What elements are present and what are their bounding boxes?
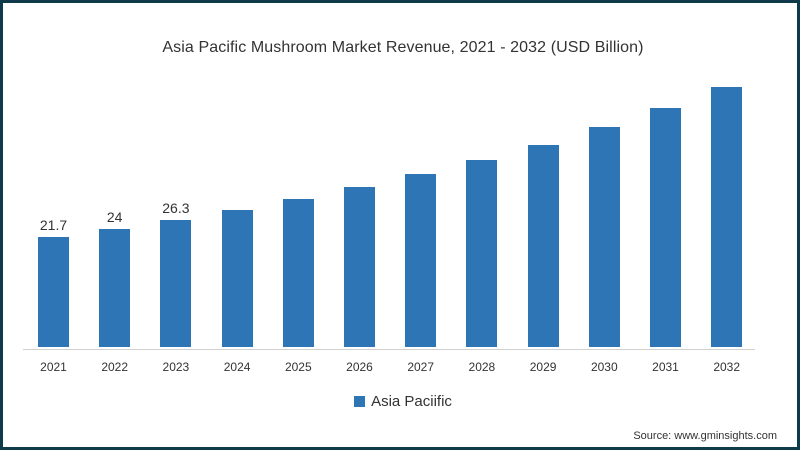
- bar-2021: [38, 237, 69, 347]
- bar-2030: [588, 127, 620, 347]
- x-tick-label: 2022: [101, 360, 129, 374]
- bar-2027: [405, 174, 437, 347]
- x-tick-label: 2030: [590, 360, 618, 374]
- x-tick-label: 2028: [468, 360, 496, 374]
- legend-label: Asia Paciific: [371, 393, 452, 410]
- legend-swatch: [354, 396, 366, 407]
- x-tick-label: 2026: [346, 360, 373, 374]
- x-tick-label: 2029: [529, 360, 557, 374]
- bar-2025: [282, 199, 314, 347]
- bar-2031: [650, 108, 681, 347]
- bar-2022: [99, 229, 131, 347]
- x-tick-label: 2024: [223, 360, 251, 374]
- legend: Asia Paciific: [3, 393, 800, 410]
- data-label: 21.7: [39, 217, 68, 233]
- x-tick-label: 2023: [162, 360, 190, 374]
- x-tick-label: 2021: [40, 360, 67, 374]
- bar-2023: [160, 220, 192, 347]
- data-label: 26.3: [162, 200, 190, 216]
- bar-2026: [344, 187, 375, 347]
- bar-2028: [466, 160, 498, 347]
- x-axis-line: [23, 349, 755, 350]
- bar-2029: [527, 145, 559, 347]
- x-tick-label: 2032: [713, 360, 741, 374]
- chart-title: Asia Pacific Mushroom Market Revenue, 20…: [162, 39, 644, 56]
- x-tick-label: 2031: [652, 360, 679, 374]
- bar-2032: [711, 87, 743, 347]
- bar-2024: [221, 210, 253, 347]
- data-label: 24: [106, 209, 123, 225]
- x-tick-label: 2027: [407, 360, 435, 374]
- x-tick-label: 2025: [284, 360, 312, 374]
- source-note: Source: www.gminsights.com: [633, 430, 777, 442]
